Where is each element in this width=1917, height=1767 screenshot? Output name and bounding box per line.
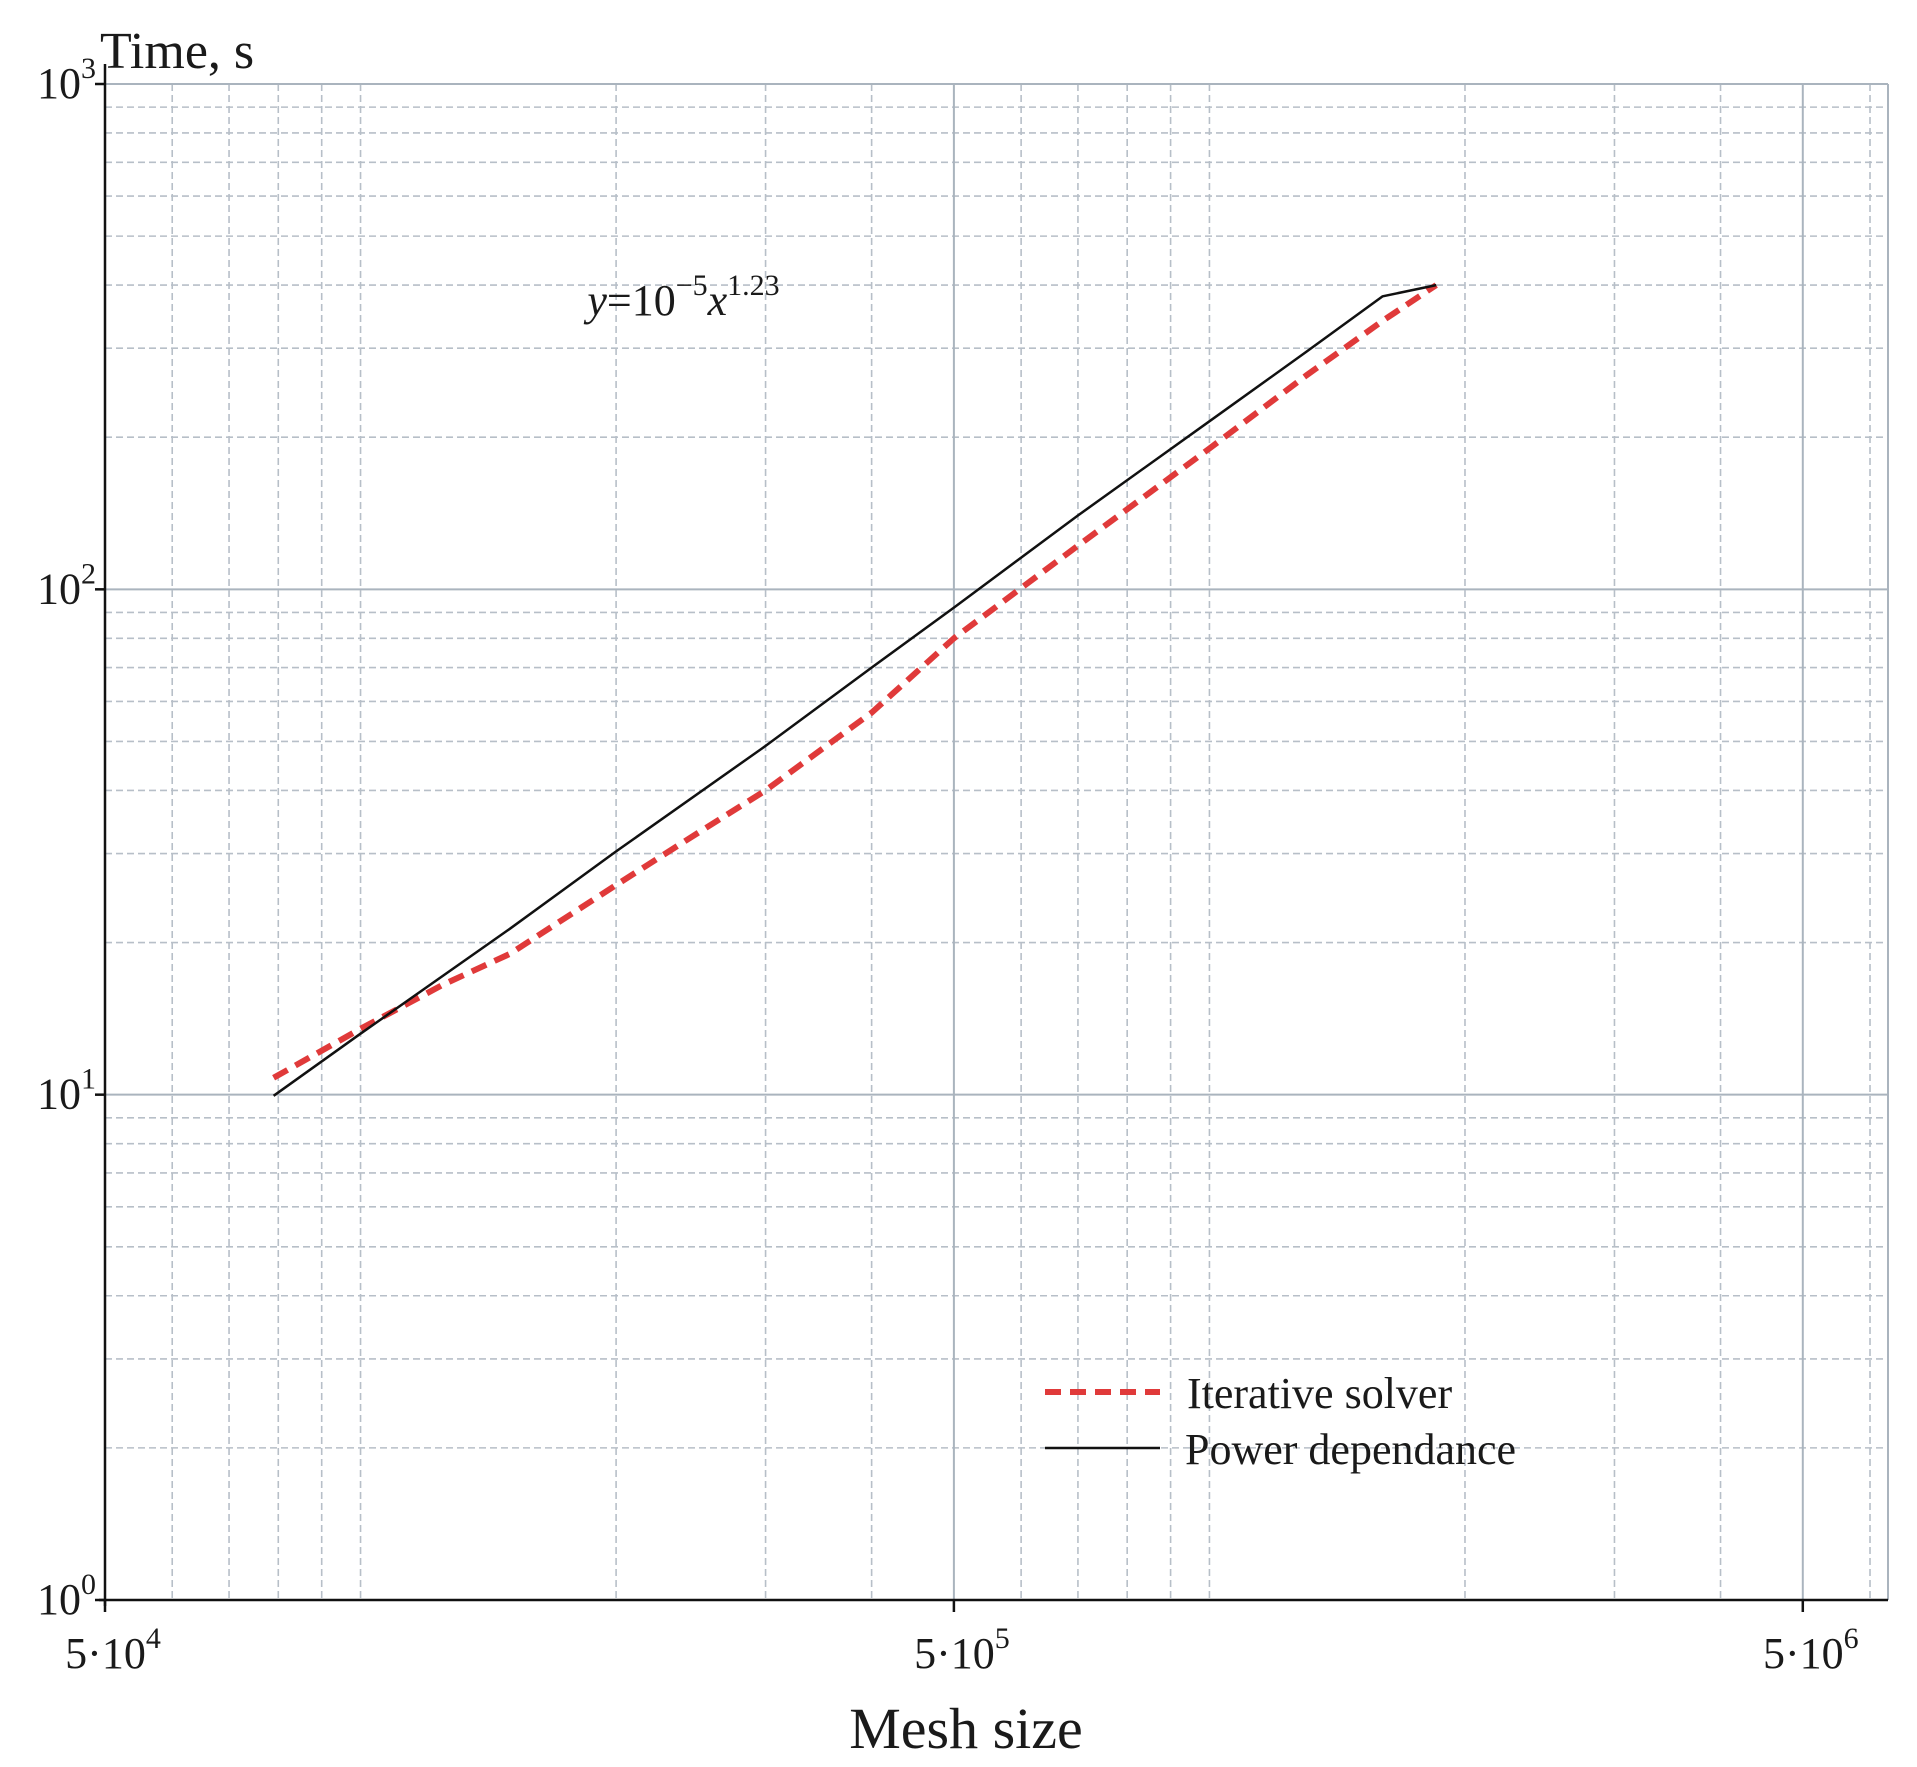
legend: Iterative solver Power dependance xyxy=(1045,1369,1516,1474)
y-axis-label: Time, s xyxy=(100,23,254,80)
grid xyxy=(104,83,1889,1601)
x-axis-label: Mesh size xyxy=(849,1696,1083,1761)
y-tick-label: 101 xyxy=(37,1063,96,1119)
legend-label-power-dependance: Power dependance xyxy=(1185,1425,1516,1474)
series-line-power-dependance xyxy=(272,283,1437,1097)
x-tick-labels: 5·104 5·105 5·106 xyxy=(65,1622,1858,1678)
legend-label-iterative-solver: Iterative solver xyxy=(1187,1369,1452,1418)
annotation-exp2: 1.23 xyxy=(727,269,780,302)
y-tick-labels: 100 101 102 103 xyxy=(37,52,96,1624)
annotation-y: y xyxy=(583,276,607,325)
power-law-annotation: y=10−5x1.23 xyxy=(583,269,779,325)
y-tick-label: 103 xyxy=(37,52,96,108)
annotation-x: x xyxy=(707,276,728,325)
y-tick-label: 100 xyxy=(37,1568,96,1624)
series-layer xyxy=(272,282,1438,1097)
series-line-iterative-solver xyxy=(272,282,1438,1081)
annotation-exp1: −5 xyxy=(676,269,708,302)
axes xyxy=(95,64,1888,1612)
x-tick-label: 5·104 xyxy=(65,1622,161,1678)
x-tick-label: 5·105 xyxy=(914,1622,1010,1678)
x-tick-label: 5·106 xyxy=(1763,1622,1859,1678)
y-tick-label: 102 xyxy=(37,557,96,613)
annotation-eq: =10 xyxy=(607,276,676,325)
